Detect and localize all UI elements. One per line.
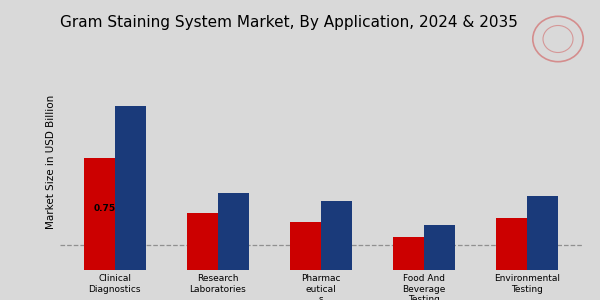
Bar [115, 106, 146, 270]
Text: Gram Staining System Market, By Application, 2024 & 2035: Gram Staining System Market, By Applicat… [60, 15, 518, 30]
Bar [527, 196, 558, 270]
Bar [393, 237, 424, 270]
Y-axis label: Market Size in USD Billion: Market Size in USD Billion [46, 95, 56, 229]
Bar [290, 222, 321, 270]
Bar [84, 158, 115, 270]
Bar [496, 218, 527, 270]
Text: 0.75: 0.75 [94, 204, 116, 213]
Bar [424, 225, 455, 270]
Bar [218, 193, 249, 270]
Bar [321, 202, 352, 270]
Bar [187, 213, 218, 270]
